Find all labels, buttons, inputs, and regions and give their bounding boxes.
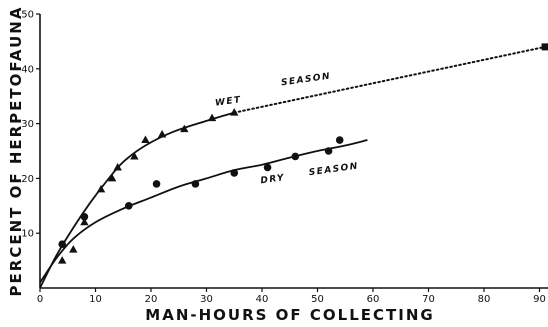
wet-season-point <box>80 217 89 226</box>
y-tick-label: 30 <box>21 119 34 130</box>
wet-season-point <box>113 162 122 171</box>
x-tick-label: 70 <box>422 294 435 305</box>
dry-season-point <box>80 212 89 221</box>
x-tick-label: 50 <box>311 294 324 305</box>
x-ticks: 0 10 20 30 40 50 60 70 80 90 <box>37 288 546 305</box>
dry-season-point <box>58 240 66 248</box>
wet-season-point <box>107 173 117 182</box>
dry-season-point <box>230 169 239 177</box>
dry-season-point <box>152 180 161 188</box>
x-tick-label: 60 <box>367 294 380 305</box>
extrapolation-endpoint <box>541 43 548 51</box>
wet-season-point <box>58 256 67 264</box>
dry-season-point <box>335 136 344 144</box>
wet-season-point <box>157 130 167 138</box>
y-axis-title: PERCENT OF HERPETOFAUNA <box>7 6 25 297</box>
x-axis-title: MAN-HOURS OF COLLECTING <box>145 306 434 324</box>
wet-season-point <box>180 124 189 133</box>
x-tick-label: 0 <box>37 294 43 305</box>
dry-season-point <box>191 180 200 188</box>
wet-season-extrapolation <box>233 45 547 114</box>
dry-season-point <box>324 147 333 155</box>
dry-season-curve <box>39 139 368 284</box>
y-tick-label: 10 <box>21 229 34 240</box>
wet-season-point <box>230 108 239 116</box>
season-label: SEASON <box>281 72 332 89</box>
x-tick-label: 20 <box>145 294 158 305</box>
wet-season-point <box>207 113 217 122</box>
season-label: DRY <box>260 173 286 186</box>
x-tick-label: 80 <box>478 294 491 305</box>
dry-season-point <box>125 202 133 210</box>
y-tick-label: 20 <box>21 174 34 185</box>
y-ticks: 10 20 30 40 50 <box>21 10 40 240</box>
x-tick-label: 40 <box>256 294 269 305</box>
data-markers <box>58 43 548 264</box>
y-tick-label: 50 <box>21 10 34 21</box>
x-tick-label: 90 <box>533 294 546 305</box>
wet-season-curve <box>39 111 235 289</box>
x-tick-label: 30 <box>200 294 213 305</box>
wet-season-point <box>69 245 78 253</box>
dry-season-point <box>291 152 300 161</box>
y-tick-label: 40 <box>21 64 34 75</box>
season-label: WET <box>214 95 242 109</box>
wet-season-point <box>141 135 150 144</box>
season-label: SEASON <box>308 161 359 178</box>
wet-season-point <box>130 151 139 160</box>
dry-season-point <box>263 163 272 172</box>
x-tick-label: 10 <box>89 294 102 305</box>
axes <box>39 14 548 289</box>
wet-season-point <box>96 184 106 193</box>
